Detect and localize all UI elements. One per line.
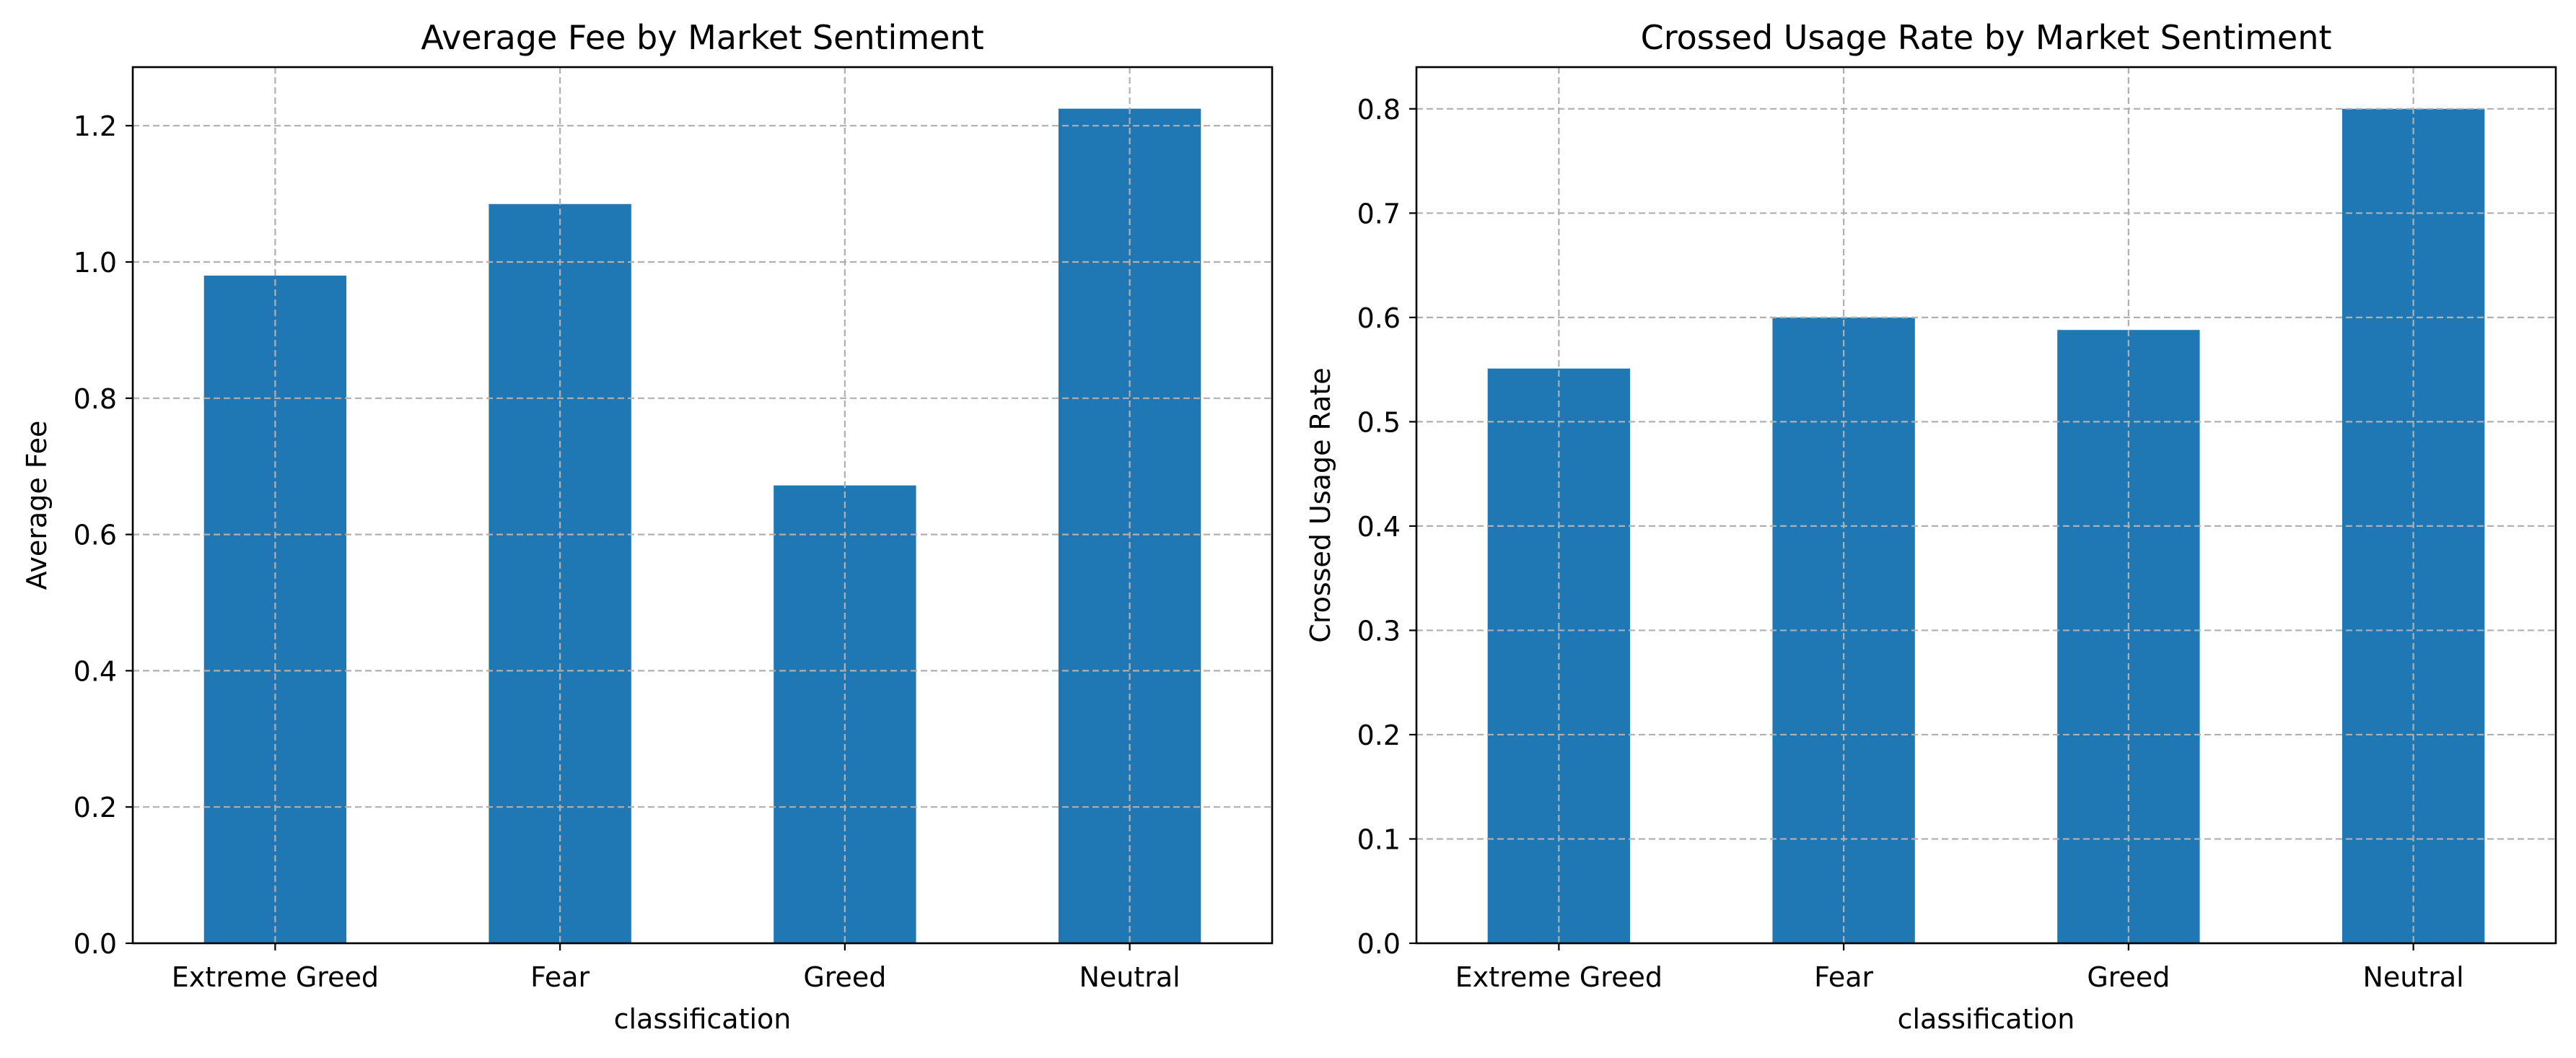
y-tick-label: 0.7 (1357, 198, 1401, 229)
axes-frame (131, 66, 1274, 945)
axes-frame (1415, 66, 2557, 945)
y-tick-label: 0.6 (1357, 302, 1401, 334)
chart-title: Crossed Usage Rate by Market Sentiment (1641, 18, 2332, 57)
x-tick-label: Fear (1814, 961, 1873, 993)
chart-title: Average Fee by Market Sentiment (421, 18, 983, 57)
y-tick-label: 0.2 (74, 792, 117, 823)
y-tick-label: 0.5 (1357, 406, 1401, 438)
x-tick-label: Extreme Greed (1455, 961, 1662, 993)
y-tick-label: 1.0 (74, 247, 117, 279)
y-tick-label: 0.2 (1357, 720, 1401, 751)
x-axis-label: classification (614, 1003, 792, 1035)
y-tick-label: 0.0 (1357, 928, 1401, 960)
chart-panel-1: 0.0 0.2 0.4 0.6 0.8 1.0 1.2 Extreme Greed Fear Gr… (21, 18, 1274, 1035)
y-tick-label: 0.1 (1357, 823, 1401, 855)
y-tick-label: 0.4 (1357, 511, 1401, 543)
x-tick-label: Greed (803, 961, 886, 993)
y-tick-label: 0.3 (1357, 615, 1401, 647)
y-tick-label: 0.0 (74, 928, 117, 960)
x-tick-label: Fear (530, 961, 590, 993)
chart-panel-2: 0.0 0.1 0.2 0.3 0.4 0.5 0.6 0.7 0.8 Extreme Greed… (1305, 18, 2557, 1035)
x-tick-label: Neutral (1079, 961, 1180, 993)
x-tick-label: Neutral (2362, 961, 2463, 993)
y-tick-label: 0.4 (74, 655, 117, 687)
y-axis-label: Average Fee (21, 421, 53, 590)
y-tick-label: 0.8 (1357, 94, 1401, 126)
y-tick-label: 1.2 (74, 110, 117, 142)
x-tick-label: Greed (2087, 961, 2170, 993)
x-axis-label: classification (1898, 1003, 2075, 1035)
y-tick-label: 0.6 (74, 520, 117, 551)
bar-extreme-greed (203, 275, 347, 943)
y-tick-label: 0.8 (74, 383, 117, 415)
y-axis-label: Crossed Usage Rate (1305, 367, 1336, 642)
x-tick-label: Extreme Greed (172, 961, 379, 993)
